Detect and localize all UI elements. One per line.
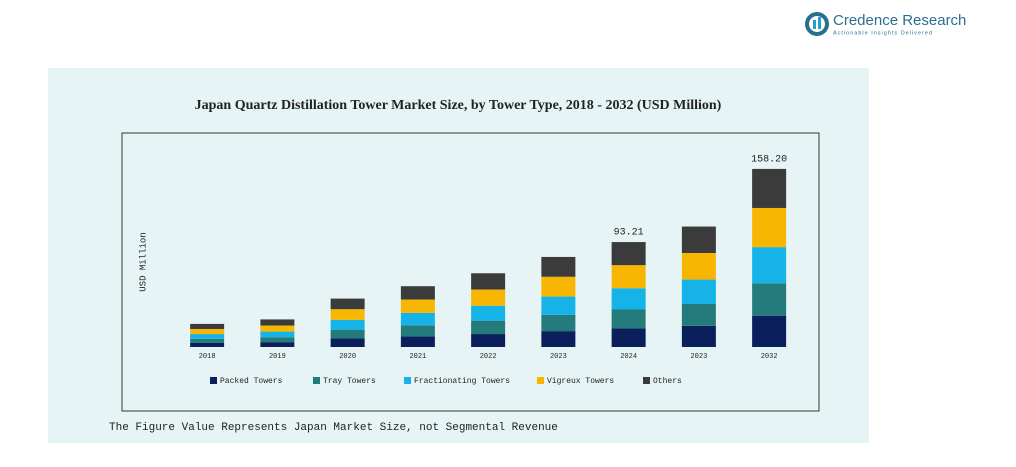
bar-segment: [541, 296, 576, 315]
bar-segment: [611, 309, 646, 329]
bar-segment: [611, 265, 646, 289]
y-axis-label: USD Million: [138, 232, 148, 291]
legend-swatch: [404, 377, 411, 384]
panel: [48, 68, 869, 443]
bar-segment: [681, 226, 716, 254]
bar-segment: [190, 328, 225, 335]
legend-swatch: [210, 377, 217, 384]
bar-segment: [681, 303, 716, 326]
bar-segment: [400, 286, 435, 300]
logo: Credence Research Actionable Insights De…: [805, 12, 966, 36]
bar-segment: [260, 331, 295, 338]
x-tick-label: 2023: [550, 353, 567, 361]
footnote: The Figure Value Represents Japan Market…: [109, 422, 558, 434]
bar-segment: [190, 342, 225, 347]
logo-icon: [805, 12, 829, 36]
legend-label: Packed Towers: [220, 377, 283, 386]
bar-segment: [541, 276, 576, 297]
x-tick-label: 2023: [690, 353, 707, 361]
bar-segment: [330, 329, 365, 339]
x-tick-label: 2032: [761, 353, 778, 361]
bar-segment: [471, 289, 506, 306]
x-tick-label: 2020: [339, 353, 356, 361]
bar-segment: [400, 336, 435, 347]
legend-label: Fractionating Towers: [414, 377, 510, 386]
bar-segment: [752, 207, 787, 248]
x-tick-label: 2018: [199, 353, 216, 361]
bar-segment: [471, 305, 506, 321]
legend-label: Others: [653, 377, 682, 386]
bar-segment: [541, 314, 576, 332]
plot-frame: [121, 132, 820, 412]
legend-swatch: [313, 377, 320, 384]
bar-segment: [752, 315, 787, 347]
bar-segment: [400, 325, 435, 337]
bar-segment: [330, 309, 365, 320]
logo-icon-bar: [813, 20, 816, 29]
bar-segment: [681, 253, 716, 280]
x-tick-label: 2021: [409, 353, 426, 361]
bar-segment: [330, 319, 365, 330]
legend-label: Vigreux Towers: [547, 377, 614, 386]
bar-segment: [541, 256, 576, 277]
bar-segment: [541, 331, 576, 347]
bar-segment: [681, 325, 716, 347]
x-tick-label: 2024: [620, 353, 637, 361]
x-tick-label: 2019: [269, 353, 286, 361]
bar-segment: [260, 342, 295, 347]
bar-segment: [330, 298, 365, 310]
bar-segment: [190, 334, 225, 339]
legend-swatch: [537, 377, 544, 384]
bar-segment: [752, 168, 787, 208]
bar-segment: [400, 299, 435, 313]
legend-swatch: [643, 377, 650, 384]
bar-segment: [400, 312, 435, 326]
chart-title: Japan Quartz Distillation Tower Market S…: [195, 98, 722, 113]
legend-label: Tray Towers: [323, 377, 376, 386]
logo-name: Credence Research: [833, 12, 966, 29]
x-tick-label: 2022: [480, 353, 497, 361]
bar-segment: [471, 320, 506, 335]
bar-segment: [471, 273, 506, 290]
total-label: 93.21: [614, 228, 644, 239]
logo-icon-bar: [818, 17, 821, 29]
bar-segment: [611, 242, 646, 266]
bar-segment: [752, 283, 787, 316]
bar-segment: [681, 279, 716, 304]
bar-segment: [260, 337, 295, 343]
bar-segment: [471, 334, 506, 347]
bar-segment: [190, 338, 225, 343]
bar-segment: [260, 325, 295, 332]
bar-segment: [611, 328, 646, 347]
bar-segment: [260, 319, 295, 326]
logo-tagline: Actionable Insights Delivered: [833, 30, 933, 36]
bar-segment: [752, 247, 787, 284]
bar-segment: [190, 323, 225, 329]
bar-segment: [330, 338, 365, 347]
bar-segment: [611, 288, 646, 310]
total-label: 158.20: [751, 155, 787, 166]
